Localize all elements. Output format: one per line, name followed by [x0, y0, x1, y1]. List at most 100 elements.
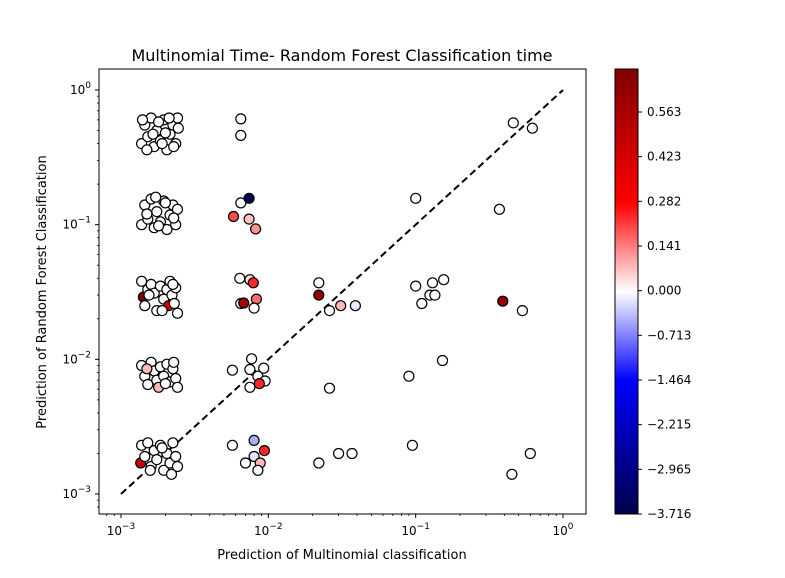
scatter-point: [171, 307, 184, 319]
y-axis-ticks: 10−3 10−2 10−1 100: [62, 81, 99, 508]
colorbar-tick-label: −0.713: [647, 328, 691, 342]
scatter-point: [323, 382, 336, 394]
scatter-point: [153, 220, 165, 232]
scatter-point: [168, 212, 180, 224]
scatter-point: [235, 129, 247, 141]
scatter-point: [141, 208, 153, 220]
scatter-point: [438, 274, 450, 286]
y-tick-label: 10−2: [62, 350, 91, 366]
scatter-point: [156, 305, 168, 317]
y-axis-label: Prediction of Random Forest Classificati…: [35, 155, 50, 428]
scatter-point: [139, 300, 151, 312]
scatter-point: [410, 280, 422, 292]
scatter-point: [171, 381, 184, 393]
scatter-point: [167, 437, 179, 449]
colorbar-tick-label: −2.215: [647, 418, 691, 432]
scatter-point: [243, 213, 255, 225]
x-tick-label: 10−3: [107, 522, 136, 538]
scatter-point: [159, 127, 171, 139]
scatter-point: [416, 297, 428, 310]
scatter-point: [171, 460, 184, 473]
scatter-point: [346, 447, 358, 460]
scatter-point: [141, 363, 153, 375]
scatter-point: [526, 122, 539, 134]
colorbar-tick-label: 0.000: [647, 284, 681, 298]
colorbar-ticks: 0.563 0.423 0.282 0.141 0.000 −0.713 −1.464 −2.…: [638, 105, 691, 521]
y-tick-label: 100: [70, 81, 91, 97]
scatter-point: [313, 289, 325, 301]
scatter-point: [238, 297, 250, 309]
scatter-point: [170, 450, 182, 463]
scatter-point: [253, 378, 265, 390]
scatter-point: [226, 364, 238, 376]
x-axis-ticks: 10−3 10−2 10−1 100: [106, 514, 574, 538]
scatter-point: [516, 305, 529, 317]
x-axis-label: Prediction of Multinomial classification: [217, 548, 466, 563]
scatter-point: [144, 464, 156, 476]
scatter-point: [235, 197, 247, 209]
y-tick-label: 10−3: [62, 485, 91, 501]
scatter-point: [227, 210, 240, 223]
scatter-point: [156, 442, 168, 454]
scatter-point: [147, 128, 159, 140]
colorbar-tick-label: 0.141: [647, 239, 681, 253]
scatter-point: [142, 378, 154, 391]
scatter-point: [436, 354, 449, 367]
scatter-point: [323, 305, 336, 317]
plot-frame: [98, 68, 587, 515]
scatter-point: [159, 378, 171, 390]
scatter-point: [159, 197, 171, 209]
scatter-point: [151, 454, 163, 466]
scatter-point: [250, 293, 262, 305]
scatter-point: [165, 468, 178, 480]
colorbar-tick-label: −2.965: [647, 462, 691, 476]
scatter-point: [335, 300, 347, 312]
colorbar-tick-label: 0.563: [647, 105, 681, 119]
scatter-point: [426, 277, 439, 289]
scatter-point: [168, 356, 180, 368]
scatter-point: [349, 300, 361, 312]
scatter-point: [248, 434, 260, 446]
scatter-point: [243, 192, 255, 204]
x-tick-label: 10−2: [254, 522, 283, 538]
scatter-point: [258, 362, 270, 374]
colorbar-gradient: [614, 68, 639, 515]
x-tick-label: 10−1: [401, 522, 430, 538]
colorbar-tick-label: −1.464: [647, 373, 691, 387]
scatter-point: [497, 295, 509, 307]
scatter-point: [163, 112, 175, 124]
scatter-point: [507, 117, 519, 129]
scatter-point: [313, 277, 325, 289]
scatter-point: [403, 370, 415, 382]
scatter-point: [313, 457, 325, 469]
scatter-point: [524, 447, 536, 460]
reference-line-layer: [120, 89, 564, 495]
scatter-point: [234, 272, 246, 284]
scatter-point: [167, 278, 179, 290]
scatter-point: [153, 116, 165, 128]
scatter-point: [142, 437, 154, 449]
scatter-point: [406, 439, 418, 451]
reference-line: [120, 89, 564, 495]
scatter-point: [258, 445, 270, 457]
scatter-point: [141, 144, 153, 156]
scatter-point: [136, 114, 149, 126]
scatter-point: [248, 302, 260, 314]
chart-title: Multinomial Time- Random Forest Classifi…: [131, 46, 552, 65]
scatter-point: [156, 138, 168, 150]
scatter-point: [168, 297, 180, 310]
scatter-point: [239, 457, 252, 469]
scatter-point: [151, 206, 163, 218]
scatter-point: [168, 141, 180, 153]
colorbar-tick-label: 0.282: [647, 194, 681, 208]
scatter-point: [235, 113, 247, 125]
scatter-point: [429, 289, 441, 301]
scatter-point: [139, 450, 151, 463]
scatter-point: [226, 439, 238, 451]
scatter-point: [244, 381, 256, 393]
scatter-point: [143, 289, 155, 301]
scatter-point: [247, 277, 259, 289]
x-tick-label: 100: [552, 522, 573, 538]
scatter-points: [135, 112, 539, 480]
scatter-point: [244, 363, 256, 376]
